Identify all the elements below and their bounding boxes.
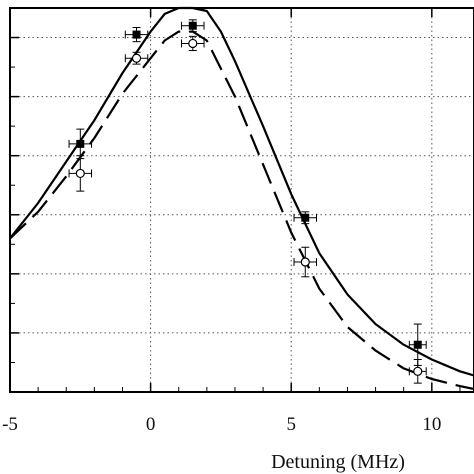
square-marker <box>132 30 141 39</box>
open-circle-point <box>181 35 205 52</box>
square-marker <box>413 340 422 349</box>
grid-lines <box>9 8 474 392</box>
filled-square-point <box>124 26 149 43</box>
filled-square-point <box>293 211 318 225</box>
solid-model-curve <box>9 6 474 377</box>
open-circle-point <box>124 51 149 65</box>
circle-marker <box>413 366 423 376</box>
x-tick-label: 0 <box>146 414 156 435</box>
filled-square-point <box>181 19 205 33</box>
square-marker <box>188 21 197 30</box>
circle-marker <box>188 38 198 49</box>
square-marker <box>301 213 310 222</box>
plot-frame <box>9 7 474 393</box>
circle-marker <box>300 257 310 267</box>
model-curves <box>9 6 474 391</box>
circle-marker <box>75 168 85 179</box>
open-circle-point <box>293 246 318 278</box>
open-circle-point <box>68 155 93 192</box>
circle-marker <box>131 53 142 63</box>
x-tick-label: -5 <box>2 414 18 435</box>
x-tick-label: 5 <box>286 414 296 435</box>
x-tick-labels: -5 0 5 10 <box>2 414 441 435</box>
open-circle-point <box>408 359 427 384</box>
axis-ticks <box>9 8 461 392</box>
dashed-model-curve <box>9 30 474 391</box>
data-points <box>68 19 427 384</box>
filled-square-point <box>68 128 93 160</box>
x-axis-label: Detuning (MHz) <box>271 451 405 473</box>
filled-square-point <box>408 323 427 366</box>
x-tick-label: 10 <box>422 414 441 435</box>
square-marker <box>76 139 85 148</box>
